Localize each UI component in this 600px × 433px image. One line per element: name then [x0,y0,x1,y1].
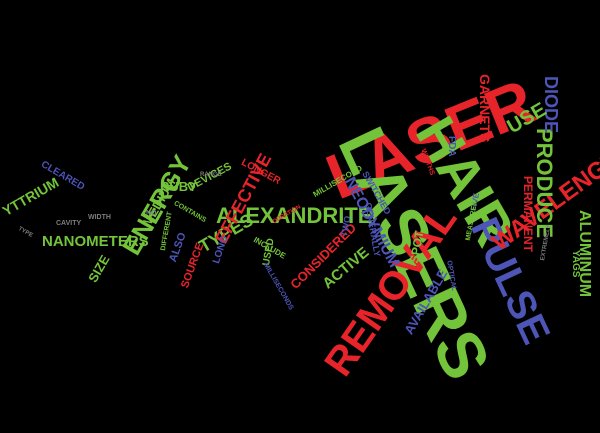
word-produce: PRODUCE [532,128,557,239]
word-type: TYPE [17,226,34,240]
word-permanent: PERMANENT [521,176,535,253]
word-yttrium: YTTRIUM [0,174,62,219]
word-nanometers: NANOMETERS [42,233,149,250]
word-diode: DIODE [541,76,561,134]
word-garnets: GARNETS [477,74,493,143]
word-fda: FDA [446,136,457,157]
word-no: NO [146,210,157,217]
word-source: SOURCE [179,241,207,290]
word-yags: YAGS [570,250,581,278]
word-contains: CONTAINS [172,200,208,225]
word-size: SIZE [85,252,113,285]
word-ruby: RUBY [160,179,197,194]
word-milliseconds: MILLISECONDS [261,262,295,312]
word-alexandrite: ALEXANDRITE [216,203,373,228]
word-width: WIDTH [88,214,111,221]
word-also: ALSO [167,230,189,264]
word-range: RANGE [200,172,222,178]
word-cavity: CAVITY [56,220,82,227]
